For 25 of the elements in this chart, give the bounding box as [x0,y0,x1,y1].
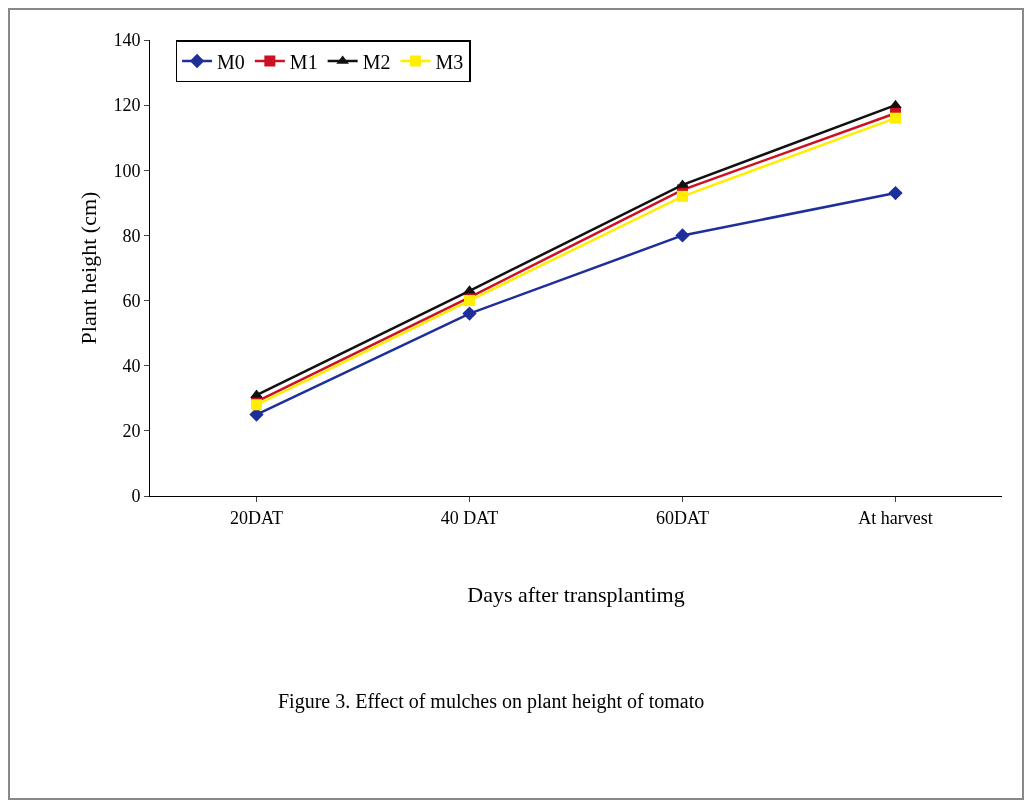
y-tick-label: 60 [122,290,141,311]
point [464,295,475,307]
y-tick-label: 140 [113,30,141,51]
y-tick-label: 40 [122,356,141,377]
point [677,190,688,202]
x-tick-label: 40 DAT [440,507,499,528]
point [675,228,690,243]
point [888,185,903,201]
legend-label: M0 [217,50,245,73]
y-tick-label: 0 [131,486,141,507]
y-tick-label: 100 [113,160,141,181]
y-axis-title: Plant height (cm) [76,191,101,345]
y-tick-label: 20 [122,421,141,442]
caption: Figure 3. Effect of mulches on plant height of tomato [278,690,705,713]
y-tick-label: 120 [113,95,141,116]
legend-label: M2 [362,50,391,73]
x-tick-label: 60DAT [656,507,709,528]
x-tick-label: At harvest [858,507,933,528]
y-tick-label: 80 [122,225,141,246]
x-axis-title: Days after transplantimg [467,582,685,608]
legend-label: M1 [289,50,318,73]
legend-label: M3 [435,50,464,73]
point [890,112,901,124]
point [462,306,477,321]
x-tick-label: 20DAT [230,507,283,528]
